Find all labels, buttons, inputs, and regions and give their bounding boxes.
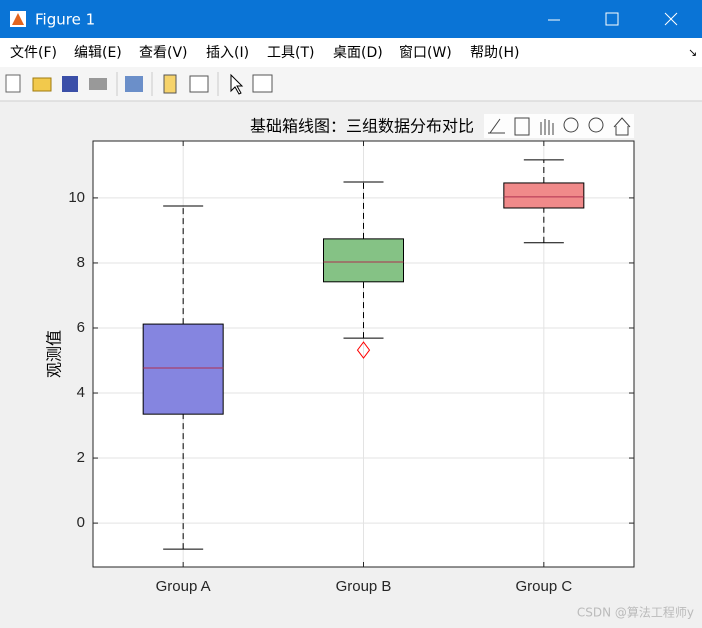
new-icon[interactable] [5, 74, 21, 93]
pointer-icon[interactable] [230, 73, 244, 95]
chart-title: 基础箱线图：三组数据分布对比 [250, 117, 474, 136]
x-tick-label: Group C [515, 578, 572, 595]
print-icon[interactable] [89, 78, 107, 90]
menu-item[interactable]: 窗口(W) [399, 44, 452, 61]
menu-item[interactable]: 桌面(D) [333, 45, 383, 61]
brush-icon[interactable] [488, 118, 505, 134]
y-tick-label: 8 [77, 254, 85, 271]
window-title: Figure 1 [35, 11, 95, 29]
y-axis-label: 观测值 [45, 330, 64, 378]
menu-item[interactable]: 插入(I) [206, 45, 249, 61]
property-icon[interactable] [252, 74, 273, 93]
toolbar-icons [5, 72, 273, 96]
open-icon[interactable] [32, 77, 52, 92]
axes-toolbar-bg [484, 114, 634, 138]
home-icon[interactable] [613, 117, 631, 136]
menu-item[interactable]: 文件(F) [10, 45, 57, 61]
y-tick-label: 10 [68, 189, 85, 206]
app-icon-shape [12, 13, 24, 25]
y-tick-label: 0 [77, 514, 85, 531]
x-tick-label: Group B [336, 578, 392, 595]
axes-frame [92, 140, 635, 568]
axes-toolbar [484, 114, 634, 138]
colorbar-icon[interactable] [163, 74, 177, 94]
box [323, 238, 404, 283]
menu-item[interactable]: 编辑(E) [74, 45, 122, 61]
legend-icon[interactable] [189, 75, 209, 93]
x-tick-label: Group A [156, 578, 211, 595]
maximize-button[interactable] [605, 12, 619, 26]
outlier [356, 341, 371, 359]
box [503, 182, 585, 209]
menu-item[interactable]: 查看(V) [139, 45, 188, 61]
plot [93, 141, 634, 567]
menu-item[interactable]: 工具(T) [267, 45, 314, 61]
menu-bar [0, 38, 702, 67]
close-button[interactable] [664, 12, 678, 26]
zoom-out-icon[interactable] [588, 117, 604, 133]
y-tick-label: 6 [77, 319, 85, 336]
menu-item[interactable]: 帮助(H) [470, 45, 519, 61]
pan-icon[interactable] [540, 119, 554, 135]
datatip-icon[interactable] [514, 117, 530, 136]
y-tick-label: 4 [77, 384, 85, 401]
title-bar [0, 0, 702, 38]
menu-collapse[interactable]: ↘ [688, 46, 697, 59]
save-icon[interactable] [62, 76, 78, 92]
y-tick-label: 2 [77, 449, 85, 466]
link-icon[interactable] [125, 76, 143, 92]
zoom-in-icon[interactable] [563, 117, 579, 133]
box [142, 323, 224, 415]
watermark: CSDN @算法工程师y [577, 605, 694, 620]
